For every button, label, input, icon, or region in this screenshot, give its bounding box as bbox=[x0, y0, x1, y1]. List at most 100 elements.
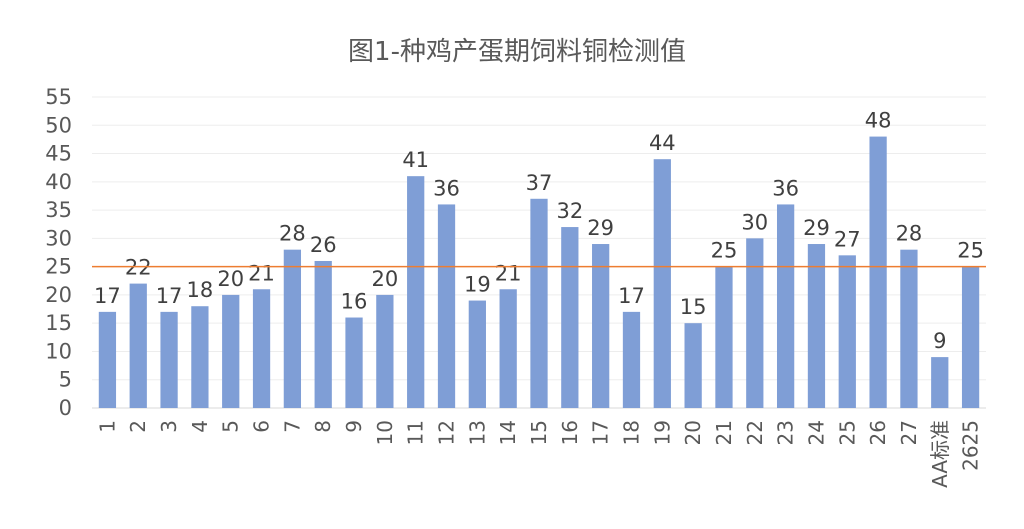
bar bbox=[838, 255, 856, 408]
x-tick-label: 16 bbox=[558, 420, 582, 445]
bar bbox=[98, 311, 117, 408]
bar bbox=[437, 204, 456, 408]
bar bbox=[222, 294, 240, 408]
x-tick-label: 22 bbox=[743, 420, 767, 445]
bar bbox=[530, 198, 548, 408]
bar bbox=[746, 238, 764, 408]
bar bbox=[160, 311, 178, 408]
data-label: 9 bbox=[933, 329, 946, 353]
bar bbox=[376, 294, 394, 408]
y-tick-label: 0 bbox=[59, 396, 72, 420]
data-label: 16 bbox=[341, 290, 368, 314]
bar bbox=[622, 311, 641, 408]
x-tick-label: 27 bbox=[897, 420, 921, 445]
chart-title: 图1-种鸡产蛋期饲料铜检测值 bbox=[348, 37, 686, 67]
data-label: 15 bbox=[680, 295, 707, 319]
data-label: 27 bbox=[834, 227, 861, 251]
x-tick-label: 8 bbox=[311, 420, 335, 433]
y-tick-label: 20 bbox=[45, 283, 72, 307]
bar bbox=[252, 289, 271, 408]
data-label: 36 bbox=[433, 176, 460, 200]
x-tick-label: 7 bbox=[280, 420, 304, 433]
y-tick-label: 50 bbox=[45, 113, 72, 137]
data-label: 25 bbox=[711, 239, 738, 263]
x-tick-label: 21 bbox=[712, 420, 736, 445]
data-label: 17 bbox=[94, 284, 121, 308]
data-label: 26 bbox=[310, 233, 337, 257]
y-tick-label: 30 bbox=[45, 226, 72, 250]
bar bbox=[345, 317, 363, 408]
bar-series bbox=[98, 136, 980, 408]
data-label: 29 bbox=[803, 216, 830, 240]
data-label: 37 bbox=[526, 171, 553, 195]
data-label: 19 bbox=[464, 273, 491, 297]
data-label: 44 bbox=[649, 131, 676, 155]
bar bbox=[715, 266, 733, 408]
x-tick-label: 6 bbox=[250, 420, 274, 433]
bar bbox=[776, 204, 795, 408]
x-tick-label: 2625 bbox=[959, 420, 983, 471]
y-tick-label: 45 bbox=[45, 142, 72, 166]
x-axis: 1 2 3 4 5 6 7 8 9 10 11 12 13 14 15 16 17 18 19 20 21 22 23 24 2… bbox=[95, 420, 982, 488]
x-tick-label: 20 bbox=[681, 420, 705, 445]
data-label: 30 bbox=[741, 210, 768, 234]
x-tick-label: 4 bbox=[188, 420, 212, 433]
data-label: 28 bbox=[896, 222, 923, 246]
data-label: 20 bbox=[371, 267, 398, 291]
bar bbox=[961, 266, 980, 408]
data-label: 48 bbox=[865, 109, 892, 133]
data-label: 25 bbox=[957, 239, 984, 263]
bar bbox=[468, 300, 486, 408]
bar bbox=[407, 176, 425, 408]
data-label: 22 bbox=[125, 256, 152, 280]
y-tick-label: 10 bbox=[45, 339, 72, 363]
x-tick-label: 15 bbox=[527, 420, 551, 445]
data-label: 32 bbox=[556, 199, 583, 223]
x-tick-label: 18 bbox=[619, 420, 643, 445]
x-tick-label: 26 bbox=[866, 420, 890, 445]
bar bbox=[900, 249, 918, 408]
x-tick-label: 24 bbox=[804, 420, 828, 445]
data-label: 29 bbox=[587, 216, 614, 240]
x-tick-label: 2 bbox=[126, 420, 150, 433]
y-axis: 0 5 10 15 20 25 30 35 40 45 50 55 bbox=[45, 85, 72, 420]
bar bbox=[807, 244, 826, 408]
bar bbox=[283, 249, 302, 408]
x-tick-label: 13 bbox=[465, 420, 489, 445]
x-tick-label: 3 bbox=[157, 420, 181, 433]
x-tick-label: 11 bbox=[404, 420, 428, 445]
data-label: 18 bbox=[187, 278, 214, 302]
y-tick-label: 5 bbox=[59, 368, 72, 392]
data-label: 28 bbox=[279, 222, 306, 246]
data-label: 17 bbox=[618, 284, 645, 308]
x-tick-label: AA标准 bbox=[928, 420, 952, 488]
x-tick-label: 5 bbox=[219, 420, 243, 433]
x-tick-label: 23 bbox=[774, 420, 798, 445]
bar bbox=[499, 289, 517, 408]
y-tick-label: 25 bbox=[45, 255, 72, 279]
x-tick-label: 17 bbox=[589, 420, 613, 445]
bar bbox=[592, 244, 610, 408]
bar bbox=[684, 323, 702, 408]
x-tick-label: 10 bbox=[373, 420, 397, 445]
y-tick-label: 35 bbox=[45, 198, 72, 222]
data-label: 21 bbox=[495, 261, 522, 285]
bar bbox=[191, 306, 209, 408]
y-tick-label: 40 bbox=[45, 170, 72, 194]
bar bbox=[653, 159, 671, 408]
x-tick-label: 25 bbox=[835, 420, 859, 445]
data-label: 21 bbox=[248, 261, 275, 285]
data-label: 41 bbox=[402, 148, 429, 172]
data-label: 20 bbox=[217, 267, 244, 291]
data-label: 17 bbox=[156, 284, 183, 308]
bar bbox=[931, 357, 949, 408]
bar bbox=[561, 227, 579, 408]
y-tick-label: 15 bbox=[45, 311, 72, 335]
x-tick-label: 12 bbox=[435, 420, 459, 445]
data-label: 36 bbox=[772, 176, 799, 200]
x-tick-label: 14 bbox=[496, 420, 520, 445]
x-tick-label: 9 bbox=[342, 420, 366, 433]
bar bbox=[869, 136, 887, 408]
